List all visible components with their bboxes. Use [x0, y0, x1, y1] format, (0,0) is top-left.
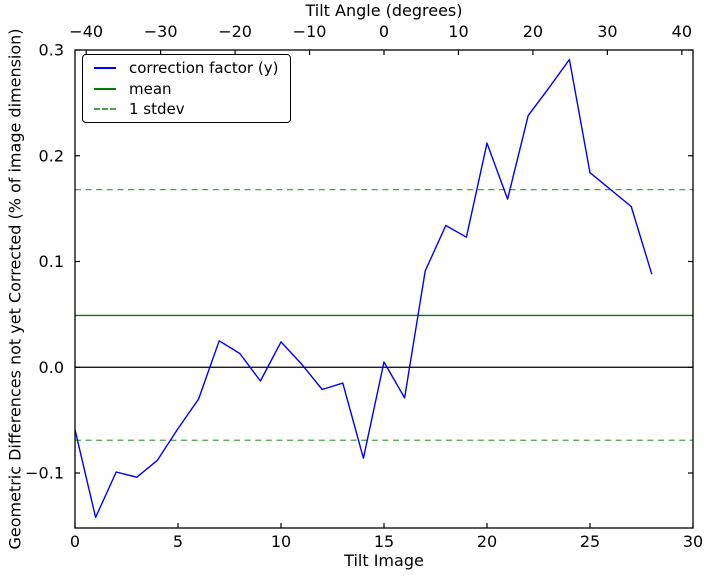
legend-label: 1 stdev: [129, 100, 185, 119]
top-x-tick-label: −20: [218, 22, 252, 41]
top-x-tick-label: 30: [597, 22, 617, 41]
x-tick-label: 10: [271, 532, 291, 551]
x-tick-label: 5: [173, 532, 183, 551]
legend: correction factor (y) mean 1 stdev: [82, 54, 291, 123]
blue-line-sample-icon: [94, 66, 116, 69]
y-tick-label: 0.2: [39, 146, 64, 165]
x-tick-label: 30: [683, 532, 703, 551]
legend-item-stdev: 1 stdev: [83, 99, 290, 119]
green-line-sample-icon: [94, 87, 116, 90]
top-x-tick-label: 0: [379, 22, 389, 41]
legend-label: correction factor (y): [129, 58, 279, 77]
top-x-tick-label: −40: [69, 22, 103, 41]
top-x-tick-label: 40: [672, 22, 692, 41]
legend-item-mean: mean: [83, 79, 290, 99]
legend-item-correction-factor: correction factor (y): [83, 58, 290, 78]
y-tick-label: −0.1: [25, 464, 64, 483]
top-axis-title: Tilt Angle (degrees): [305, 1, 463, 20]
x-tick-label: 15: [374, 532, 394, 551]
x-tick-label: 25: [580, 532, 600, 551]
y-tick-label: 0.0: [39, 358, 64, 377]
top-x-tick-label: 10: [448, 22, 468, 41]
y-axis-title: Geometric Differences not yet Corrected …: [5, 28, 25, 550]
y-tick-label: 0.1: [39, 252, 64, 271]
x-axis-title: Tilt Image: [344, 551, 424, 570]
x-tick-label: 0: [70, 532, 80, 551]
green-dashed-sample-icon: [94, 108, 116, 111]
top-x-tick-label: −10: [293, 22, 327, 41]
top-x-tick-label: −30: [144, 22, 178, 41]
correction-factor-line: [74, 58, 653, 519]
x-tick-label: 20: [477, 532, 497, 551]
legend-label: mean: [129, 79, 172, 98]
top-x-tick-label: 20: [523, 22, 543, 41]
y-tick-label: 0.3: [39, 41, 64, 60]
